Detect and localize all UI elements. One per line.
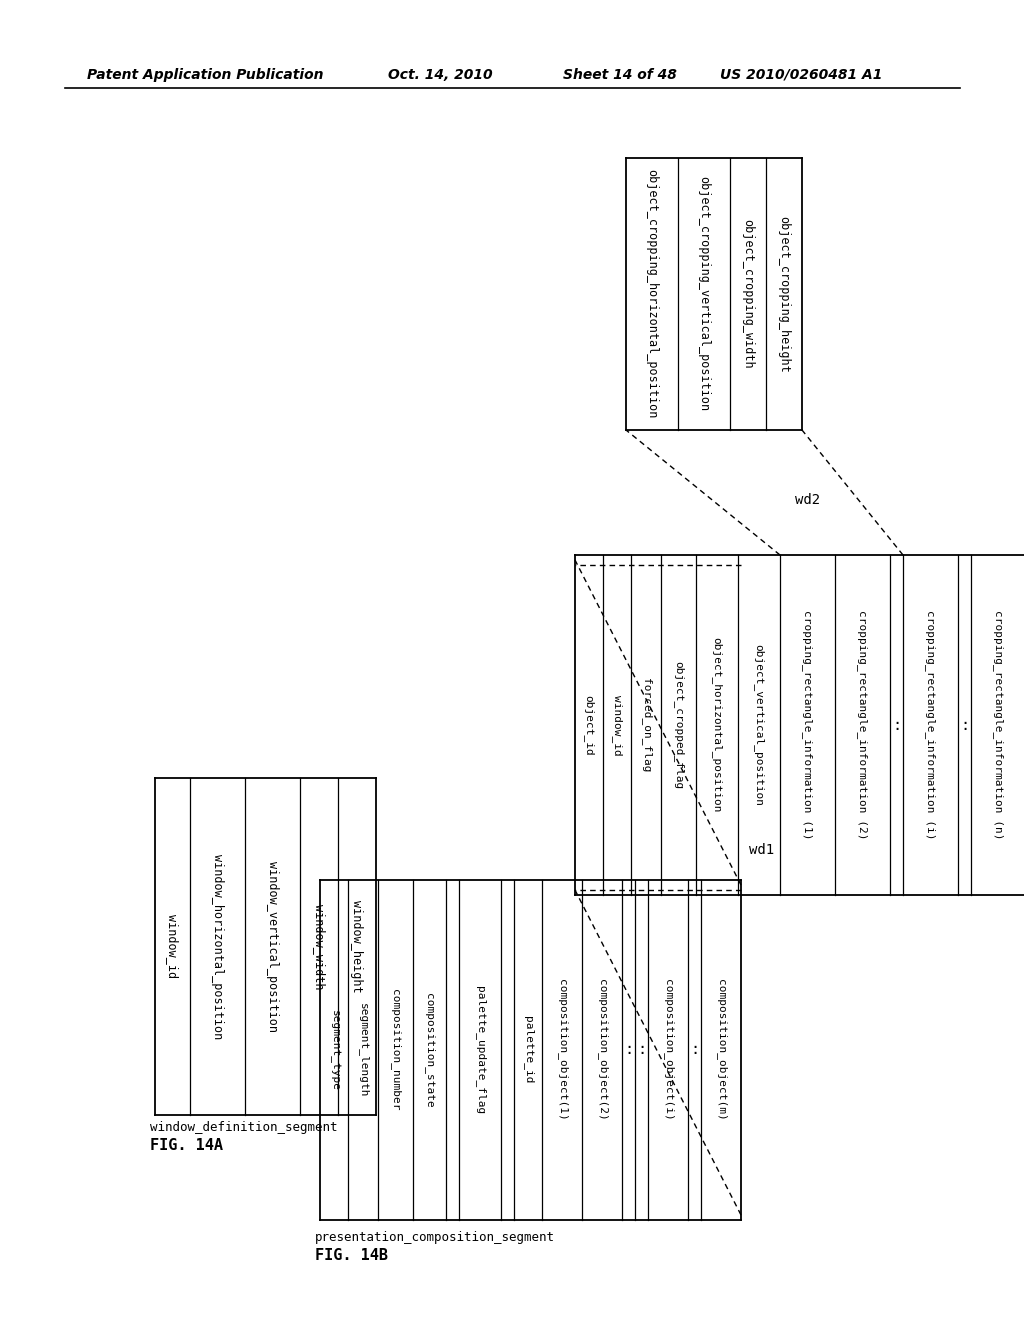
Text: :: : <box>637 1043 646 1057</box>
Text: cropping_rectangle_information (i): cropping_rectangle_information (i) <box>925 610 936 840</box>
Text: :: : <box>959 718 969 733</box>
Text: wd2: wd2 <box>795 492 820 507</box>
Text: window_height: window_height <box>350 900 364 993</box>
Text: segment_length: segment_length <box>357 1003 369 1097</box>
Text: composition_number: composition_number <box>390 989 401 1110</box>
Text: :: : <box>892 718 901 733</box>
Text: Oct. 14, 2010: Oct. 14, 2010 <box>388 69 493 82</box>
Text: composition_object(m): composition_object(m) <box>716 979 726 1121</box>
Text: object_cropping_width: object_cropping_width <box>741 219 755 368</box>
Text: wd1: wd1 <box>749 843 774 857</box>
Text: Patent Application Publication: Patent Application Publication <box>87 69 324 82</box>
Text: palette_id: palette_id <box>522 1016 534 1084</box>
Text: palette_update_flag: palette_update_flag <box>474 986 485 1114</box>
Text: window_id: window_id <box>166 915 179 978</box>
Text: object_cropping_vertical_position: object_cropping_vertical_position <box>697 177 711 412</box>
Text: cropping_rectangle_information (2): cropping_rectangle_information (2) <box>857 610 868 840</box>
Text: object_vertical_position: object_vertical_position <box>754 644 765 807</box>
Text: composition_object(i): composition_object(i) <box>663 979 674 1121</box>
Text: object_cropped_flag: object_cropped_flag <box>673 661 684 789</box>
Text: :: : <box>690 1043 699 1057</box>
Text: composition_state: composition_state <box>424 993 435 1107</box>
Text: object_id: object_id <box>584 694 595 755</box>
Text: presentation_composition_segment: presentation_composition_segment <box>315 1232 555 1245</box>
Text: object_horizontal_position: object_horizontal_position <box>712 638 723 813</box>
Text: window_id: window_id <box>611 694 623 755</box>
Text: window_definition_segment: window_definition_segment <box>150 1122 338 1134</box>
Text: cropping_rectangle_information (n): cropping_rectangle_information (n) <box>993 610 1004 840</box>
Text: composition_object(2): composition_object(2) <box>597 979 607 1121</box>
Text: FIG. 14B: FIG. 14B <box>315 1247 388 1262</box>
Text: Sheet 14 of 48: Sheet 14 of 48 <box>563 69 677 82</box>
Text: window_vertical_position: window_vertical_position <box>266 861 279 1032</box>
Text: object_cropping_height: object_cropping_height <box>777 215 791 372</box>
Text: window_horizontal_position: window_horizontal_position <box>211 854 224 1039</box>
Text: segment_type: segment_type <box>329 1010 339 1090</box>
Text: composition_object(1): composition_object(1) <box>557 979 567 1121</box>
Text: US 2010/0260481 A1: US 2010/0260481 A1 <box>720 69 883 82</box>
Text: :: : <box>624 1043 633 1057</box>
Text: window_width: window_width <box>312 904 326 989</box>
Text: object_cropping_horizontal_position: object_cropping_horizontal_position <box>645 169 658 418</box>
Text: cropping_rectangle_information (1): cropping_rectangle_information (1) <box>802 610 813 840</box>
Text: FIG. 14A: FIG. 14A <box>150 1138 223 1152</box>
Text: forced_on_flag: forced_on_flag <box>641 677 651 772</box>
